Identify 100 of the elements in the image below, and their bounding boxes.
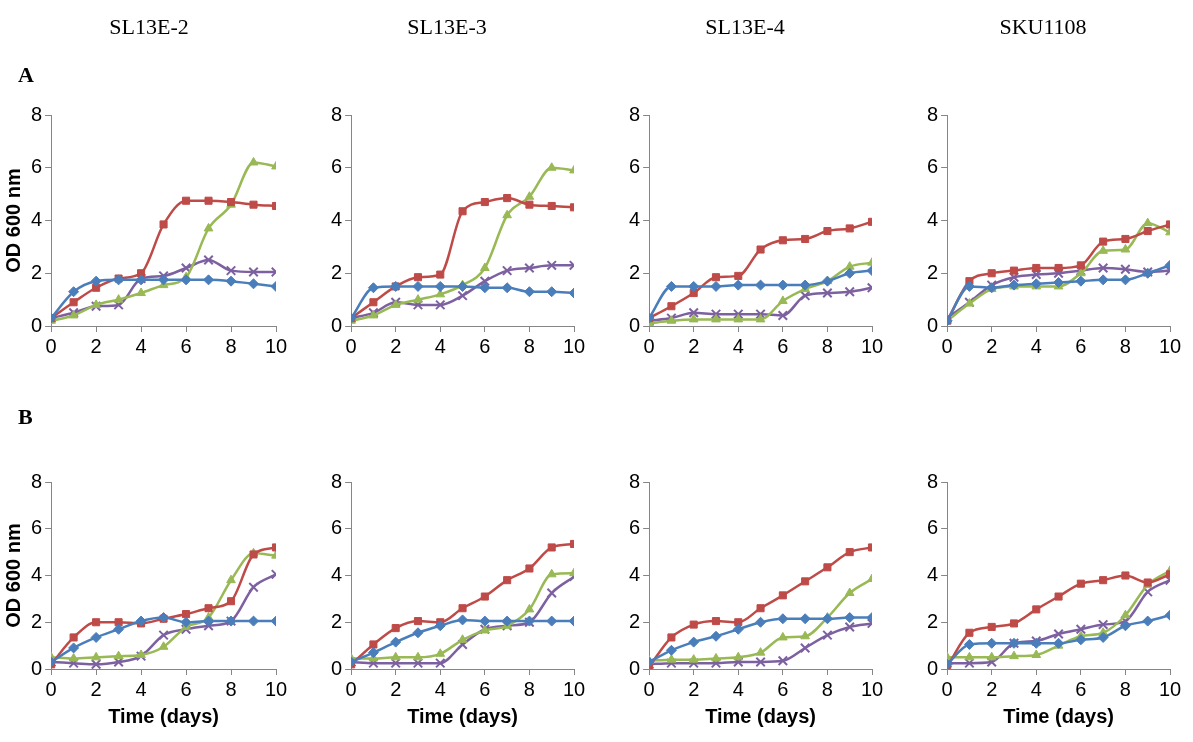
x-tick-label: 4 xyxy=(434,334,446,357)
y-tick-label: 6 xyxy=(31,155,43,178)
x-tick-label: 0 xyxy=(345,677,357,700)
y-tick-label: 4 xyxy=(927,208,939,231)
x-tick-label: 10 xyxy=(860,677,884,700)
x-tick-label: 10 xyxy=(860,334,884,357)
y-tick-label: 2 xyxy=(927,609,939,632)
y-tick-label: 4 xyxy=(31,208,43,231)
x-tick-label: 0 xyxy=(941,334,953,357)
y-tick-label: 6 xyxy=(927,516,939,539)
x-tick-label: 6 xyxy=(180,677,192,700)
x-tick-label: 8 xyxy=(523,334,535,357)
y-tick-label: 8 xyxy=(331,102,343,125)
x-tick-label: 10 xyxy=(562,334,586,357)
x-tick-label: 0 xyxy=(941,677,953,700)
y-axis-title: OD 600 nm xyxy=(1,523,24,628)
x-tick-label: 6 xyxy=(479,677,491,700)
x-tick-label: 6 xyxy=(1075,334,1087,357)
x-tick-label: 10 xyxy=(562,677,586,700)
y-tick-label: 2 xyxy=(31,609,43,632)
y-tick-label: 4 xyxy=(331,563,343,586)
y-tick-label: 8 xyxy=(629,469,641,492)
x-tick-label: 4 xyxy=(135,677,147,700)
x-tick-label: 0 xyxy=(45,334,57,357)
x-tick-label: 8 xyxy=(523,677,535,700)
x-tick-label: 6 xyxy=(180,334,192,357)
x-tick-label: 2 xyxy=(390,677,402,700)
y-tick-label: 0 xyxy=(331,313,343,336)
x-tick-label: 8 xyxy=(821,334,833,357)
y-tick-label: 4 xyxy=(927,563,939,586)
y-tick-label: 0 xyxy=(331,656,343,679)
y-tick-label: 4 xyxy=(629,208,641,231)
y-axis-title: OD 600 nm xyxy=(1,168,24,273)
y-tick-label: 8 xyxy=(927,102,939,125)
x-tick-label: 0 xyxy=(643,334,655,357)
x-tick-label: 8 xyxy=(821,677,833,700)
x-tick-label: 8 xyxy=(1119,677,1131,700)
x-tick-label: 2 xyxy=(986,677,998,700)
y-tick-label: 8 xyxy=(31,469,43,492)
y-tick-label: 0 xyxy=(31,656,43,679)
text: A xyxy=(18,62,34,88)
y-tick-label: 6 xyxy=(31,516,43,539)
y-tick-label: 6 xyxy=(927,155,939,178)
y-tick-label: 8 xyxy=(31,102,43,125)
y-tick-label: 4 xyxy=(629,563,641,586)
x-tick-label: 6 xyxy=(777,677,789,700)
text: B xyxy=(18,404,33,430)
x-tick-label: 2 xyxy=(390,334,402,357)
x-tick-label: 10 xyxy=(1158,334,1182,357)
y-tick-label: 6 xyxy=(331,155,343,178)
y-tick-label: 2 xyxy=(927,260,939,283)
y-tick-label: 8 xyxy=(927,469,939,492)
y-tick-label: 2 xyxy=(629,260,641,283)
x-tick-label: 4 xyxy=(434,677,446,700)
y-tick-label: 0 xyxy=(31,313,43,336)
x-tick-label: 4 xyxy=(732,677,744,700)
x-tick-label: 4 xyxy=(1030,334,1042,357)
chart-title: SL13E-4 xyxy=(704,14,786,40)
y-tick-label: 0 xyxy=(629,656,641,679)
x-axis-title: Time (days) xyxy=(108,704,219,727)
x-tick-label: 4 xyxy=(135,334,147,357)
x-tick-label: 0 xyxy=(345,334,357,357)
x-tick-label: 6 xyxy=(777,334,789,357)
y-tick-label: 0 xyxy=(927,656,939,679)
y-tick-label: 6 xyxy=(331,516,343,539)
x-axis-title: Time (days) xyxy=(1003,704,1114,727)
x-tick-label: 10 xyxy=(1158,677,1182,700)
x-tick-label: 8 xyxy=(1119,334,1131,357)
x-tick-label: 10 xyxy=(264,334,288,357)
x-tick-label: 6 xyxy=(479,334,491,357)
y-tick-label: 2 xyxy=(331,609,343,632)
y-tick-label: 8 xyxy=(629,102,641,125)
x-tick-label: 8 xyxy=(225,334,237,357)
y-tick-label: 6 xyxy=(629,516,641,539)
y-tick-label: 8 xyxy=(331,469,343,492)
y-tick-label: 4 xyxy=(331,208,343,231)
x-tick-label: 2 xyxy=(986,334,998,357)
chart-title: SL13E-2 xyxy=(108,14,190,40)
chart-title: SL13E-3 xyxy=(406,14,488,40)
x-tick-label: 6 xyxy=(1075,677,1087,700)
x-tick-label: 2 xyxy=(688,334,700,357)
y-tick-label: 0 xyxy=(629,313,641,336)
x-axis-title: Time (days) xyxy=(705,704,816,727)
x-tick-label: 4 xyxy=(732,334,744,357)
x-tick-label: 8 xyxy=(225,677,237,700)
y-tick-label: 2 xyxy=(31,260,43,283)
y-tick-label: 0 xyxy=(927,313,939,336)
x-tick-label: 2 xyxy=(688,677,700,700)
y-tick-label: 4 xyxy=(31,563,43,586)
x-tick-label: 10 xyxy=(264,677,288,700)
x-tick-label: 2 xyxy=(90,677,102,700)
y-tick-label: 2 xyxy=(331,260,343,283)
x-tick-label: 0 xyxy=(643,677,655,700)
y-tick-label: 6 xyxy=(629,155,641,178)
x-tick-label: 2 xyxy=(90,334,102,357)
chart-title: SKU1108 xyxy=(998,14,1088,40)
x-axis-title: Time (days) xyxy=(407,704,518,727)
x-tick-label: 4 xyxy=(1030,677,1042,700)
y-tick-label: 2 xyxy=(629,609,641,632)
x-tick-label: 0 xyxy=(45,677,57,700)
